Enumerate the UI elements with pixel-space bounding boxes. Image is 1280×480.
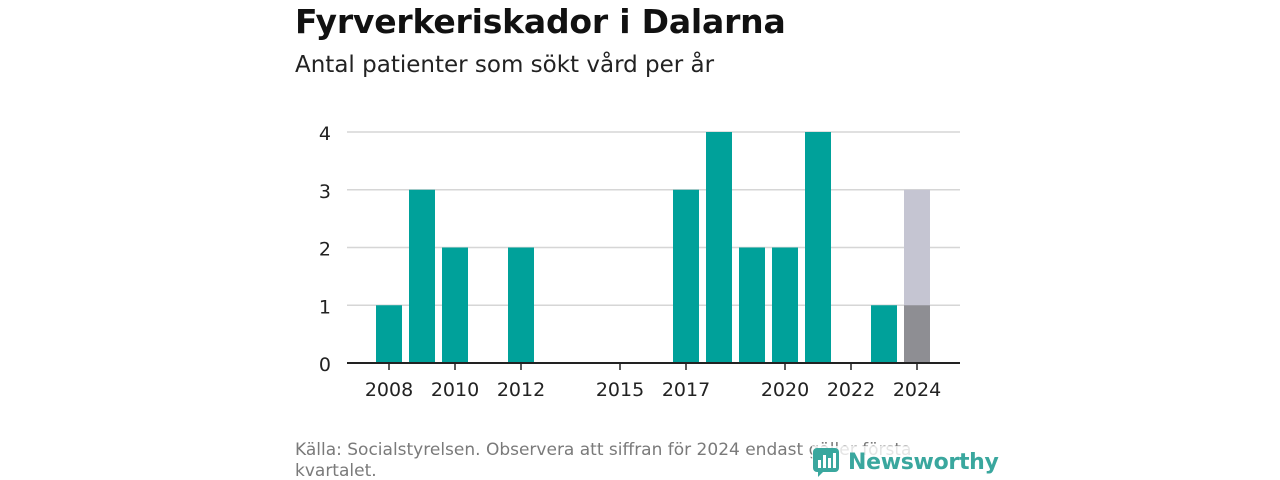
bar bbox=[871, 305, 897, 363]
x-tick-label: 2012 bbox=[497, 379, 545, 401]
bar bbox=[376, 305, 402, 363]
x-tick-label: 2017 bbox=[662, 379, 710, 401]
bar bbox=[772, 247, 798, 363]
bar bbox=[739, 247, 765, 363]
bar bbox=[673, 189, 699, 363]
bar bbox=[442, 247, 468, 363]
y-tick-label: 3 bbox=[319, 181, 331, 203]
y-tick-label: 2 bbox=[319, 239, 331, 261]
x-tick-label: 2022 bbox=[827, 379, 875, 401]
brand-name: Newsworthy bbox=[848, 449, 999, 475]
x-tick-label: 2024 bbox=[893, 379, 941, 401]
bar bbox=[508, 247, 534, 363]
chart-title: Fyrverkeriskador i Dalarna bbox=[295, 2, 786, 41]
x-tick-label: 2020 bbox=[761, 379, 809, 401]
x-tick-label: 2008 bbox=[365, 379, 413, 401]
bar bbox=[904, 305, 930, 363]
brand-logo: Newsworthy bbox=[812, 446, 999, 478]
y-tick-label: 1 bbox=[319, 296, 331, 318]
y-tick-label: 0 bbox=[319, 354, 331, 376]
bar bbox=[805, 132, 831, 363]
bar bbox=[409, 189, 435, 363]
x-tick-label: 2015 bbox=[596, 379, 644, 401]
bar bbox=[706, 132, 732, 363]
y-tick-label: 4 bbox=[319, 123, 331, 145]
source-note: Källa: Socialstyrelsen. Observera att si… bbox=[295, 440, 912, 480]
x-tick-label: 2010 bbox=[431, 379, 479, 401]
newsworthy-logo-icon bbox=[813, 448, 839, 477]
chart-subtitle: Antal patienter som sökt vård per år bbox=[295, 52, 715, 78]
